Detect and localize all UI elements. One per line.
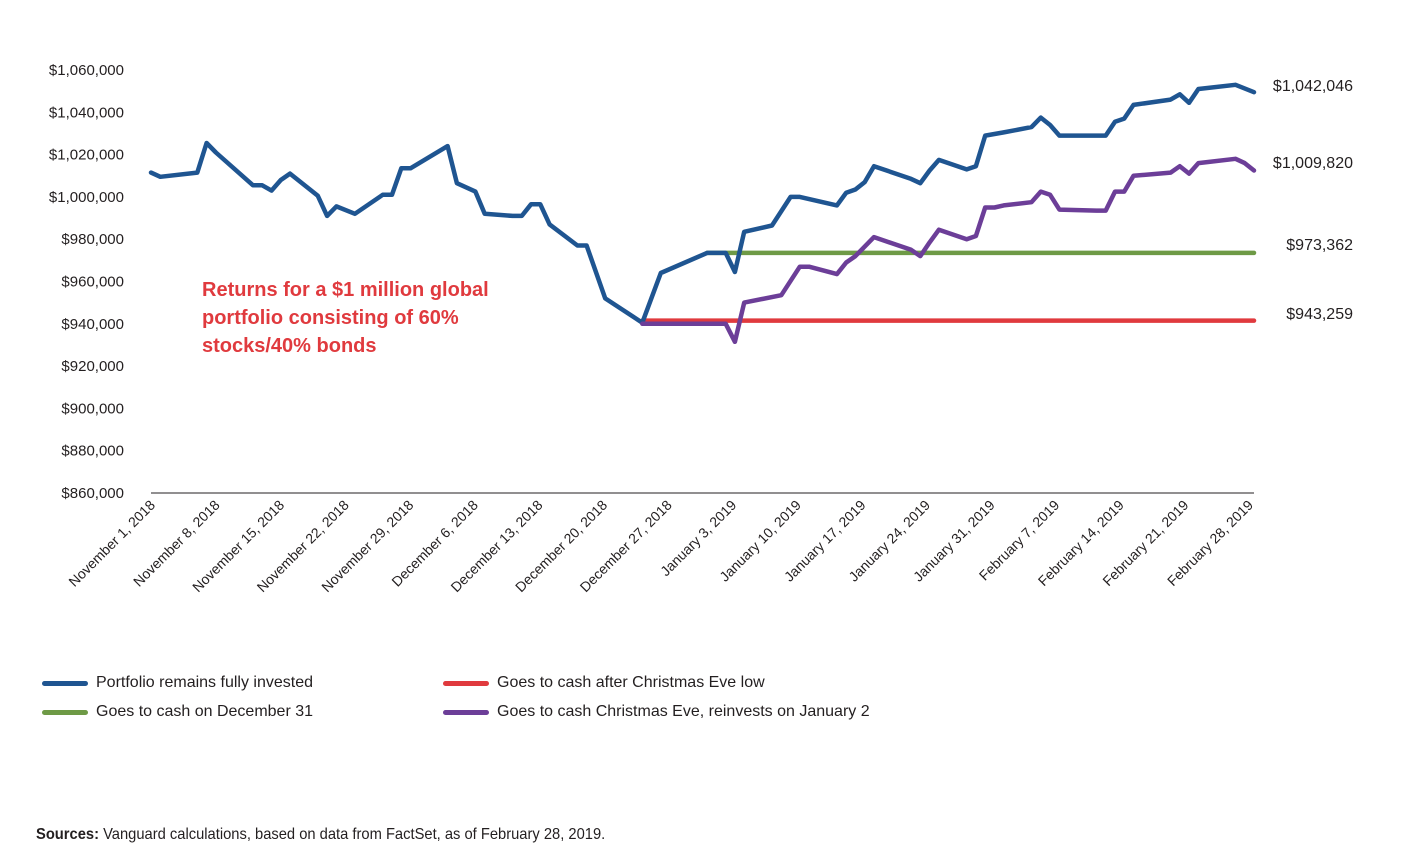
series-line-fully-invested [148, 82, 1257, 325]
legend-label: Goes to cash Christmas Eve, reinvests on… [497, 703, 870, 720]
chart-annotation: Returns for a $1 million global portfoli… [202, 279, 489, 357]
sources-note: Sources: Vanguard calculations, based on… [36, 826, 605, 844]
y-tick-label: $860,000 [61, 485, 124, 502]
legend-swatch-red [443, 680, 489, 686]
sources-label: Sources: [36, 826, 99, 843]
legend-swatch-blue [42, 680, 88, 686]
y-tick-label: $1,000,000 [49, 189, 124, 206]
y-tick-label: $1,020,000 [49, 147, 124, 164]
series-end-label: $1,009,820 [1273, 155, 1353, 172]
sources-text: Vanguard calculations, based on data fro… [98, 826, 606, 843]
y-tick-label: $940,000 [61, 316, 124, 333]
series-end-label: $973,362 [1286, 237, 1353, 254]
y-tick-label: $1,060,000 [49, 62, 124, 79]
y-tick-label: $1,040,000 [49, 104, 124, 121]
series-end-label: $1,042,046 [1273, 78, 1353, 95]
legend-item-cash-christmas-eve: Goes to cash after Christmas Eve low [443, 674, 765, 692]
legend-item-cash-dec-31: Goes to cash on December 31 [42, 703, 313, 721]
legend-label: Goes to cash on December 31 [96, 703, 314, 720]
y-tick-label: $980,000 [61, 231, 124, 248]
y-tick-label: $900,000 [61, 400, 124, 417]
legend-swatch-green [42, 709, 88, 715]
series-layer [148, 82, 1257, 345]
y-tick-label: $880,000 [61, 443, 124, 460]
y-axis: $1,060,000 $1,040,000 $1,020,000 $1,000,000… [49, 62, 124, 502]
y-tick-label: $960,000 [61, 274, 124, 291]
legend-swatch-purple [443, 709, 489, 715]
legend-label: Portfolio remains fully invested [96, 674, 313, 691]
line-chart: $1,060,000 $1,040,000 $1,020,000 $1,000,000… [49, 62, 1353, 595]
end-labels: $1,042,046 $943,259 $973,362 $1,009,820 [1273, 78, 1353, 323]
legend-item-fully-invested: Portfolio remains fully invested [42, 674, 313, 692]
legend-item-reinvests-jan-2: Goes to cash Christmas Eve, reinvests on… [443, 703, 870, 721]
y-tick-label: $920,000 [61, 358, 124, 375]
legend-label: Goes to cash after Christmas Eve low [497, 674, 765, 691]
series-end-label: $943,259 [1286, 306, 1353, 323]
series-line-reinvests-jan-2 [640, 156, 1257, 345]
